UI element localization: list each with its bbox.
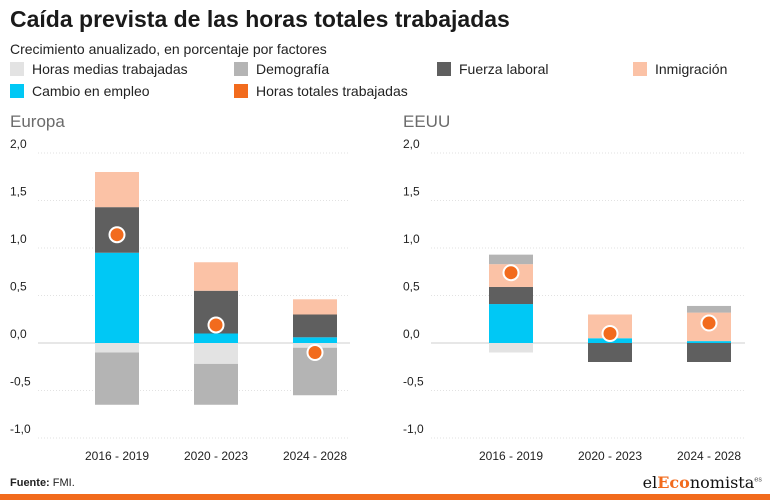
eeuu-bar-fuerza-laboral [489,286,533,305]
eeuu-x-tick-label: 2016 - 2019 [479,449,543,463]
legend-swatch-horas-medias [10,62,24,76]
source-text: FMI. [52,477,75,489]
europa-bar-inmigracion [293,299,337,315]
legend-label-cambio-empleo: Cambio en empleo [32,83,150,99]
europa-y-tick-label: 1,5 [10,185,27,199]
legend-item-horas-totales: Horas totales trabajadas [234,83,408,99]
europa-y-tick-label: 1,0 [10,232,27,246]
panel-title-eeuu: EEUU [403,112,451,131]
europa-bar-demografia [194,363,238,405]
europa-y-tick-label: 2,0 [10,137,27,151]
europa-x-tick-label: 2016 - 2019 [85,449,149,463]
eeuu-y-tick-label: 0,0 [403,327,420,341]
legend-label-horas-medias: Horas medias trabajadas [32,61,188,77]
chart-subtitle: Crecimiento anualizado, en porcentaje po… [10,41,327,57]
legend-label-inmigracion: Inmigración [655,61,728,77]
europa-bar-horas-medias-trabajadas [194,343,238,364]
europa-marker-horas-totales [108,226,126,244]
brand-post: nomista [689,473,755,492]
legend-item-inmigracion: Inmigración [633,61,727,77]
europa-marker-horas-totales [306,344,324,361]
brand-pre: el [642,473,658,492]
eeuu-y-tick-label: 2,0 [403,137,420,151]
brand-logo: elEconomistaes [643,473,762,492]
legend-label-fuerza-laboral: Fuerza laboral [459,61,549,77]
eeuu-y-tick-label: -1,0 [403,422,424,436]
europa-bar-horas-medias-trabajadas [95,343,139,353]
eeuu-marker-horas-totales [502,264,520,282]
eeuu-y-tick-label: 0,5 [403,280,420,294]
legend-item-fuerza-laboral: Fuerza laboral [437,61,549,77]
legend-item-horas-medias: Horas medias trabajadas [10,61,188,77]
legend-label-horas-totales: Horas totales trabajadas [256,83,408,99]
europa-y-tick-label: 0,5 [10,280,27,294]
chart-title: Caída prevista de las horas totales trab… [10,6,510,32]
eeuu-y-tick-label: 1,5 [403,185,420,199]
eeuu-bar-demografia-positivo [687,305,731,313]
eeuu-x-tick-label: 2024 - 2028 [677,449,741,463]
europa-x-tick-label: 2020 - 2023 [184,449,248,463]
europa-bar-cambio-en-empleo [95,252,139,343]
eeuu-y-tick-label: -0,5 [403,375,424,389]
europa-marker-horas-totales [207,316,225,334]
eeuu-bar-cambio-en-empleo [489,304,533,343]
europa-bar-demografia [95,352,139,405]
eeuu-marker-horas-totales [700,314,718,332]
legend-label-demografia: Demografía [256,61,330,77]
legend-swatch-horas-totales [234,84,248,98]
eeuu-bar-fuerza-laboral [687,343,731,362]
europa-bar-cambio-en-empleo [293,337,337,343]
eeuu-marker-horas-totales [601,325,619,342]
legend-item-cambio-empleo: Cambio en empleo [10,83,150,99]
europa-y-tick-label: 0,0 [10,327,27,341]
eeuu-bar-horas-medias-trabajadas [489,343,533,353]
source-label: Fuente: [10,477,50,489]
europa-y-tick-label: -0,5 [10,375,31,389]
legend-swatch-fuerza-laboral [437,62,451,76]
brand-suffix: es [754,475,762,484]
source-note: Fuente: FMI. [10,477,75,489]
legend-swatch-demografia [234,62,248,76]
legend-swatch-inmigracion [633,62,647,76]
panel-title-europa: Europa [10,112,65,131]
eeuu-bar-fuerza-laboral [588,343,632,362]
europa-bar-fuerza-laboral [293,314,337,338]
europa-y-tick-label: -1,0 [10,422,31,436]
eeuu-x-tick-label: 2020 - 2023 [578,449,642,463]
europa-bar-cambio-en-empleo [194,333,238,343]
legend-swatch-cambio-empleo [10,84,24,98]
europa-bar-inmigracion [194,262,238,291]
eeuu-y-tick-label: 1,0 [403,232,420,246]
brand-highlight: Eco [657,473,690,492]
eeuu-bar-cambio-en-empleo [687,341,731,343]
eeuu-bar-demografia-positivo [489,254,533,265]
legend-item-demografia: Demografía [234,61,329,77]
charts-canvas: -1,0 -0,5 0,0 0,5 1,0 1,5 2,0 2016 - 2019 2020 -… [10,137,745,463]
bottom-accent-bar [0,494,770,500]
europa-x-tick-label: 2024 - 2028 [283,449,347,463]
europa-bar-inmigracion [95,172,139,208]
